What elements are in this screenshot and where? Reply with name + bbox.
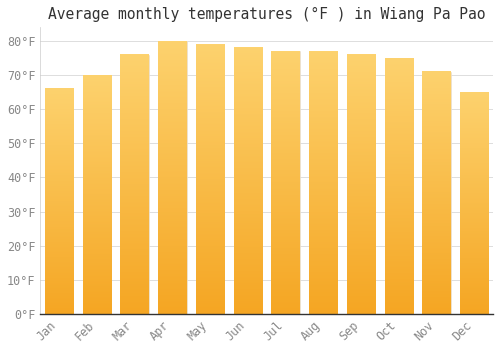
Bar (120, 55, 149, 314)
Bar (384, 58, 413, 314)
Bar (460, 92, 488, 314)
Bar (83, 75, 111, 314)
Bar (347, 55, 375, 314)
Bar (45, 89, 74, 314)
Bar (309, 51, 338, 314)
Bar (196, 44, 224, 314)
Bar (422, 72, 450, 314)
Bar (234, 48, 262, 314)
Bar (272, 51, 299, 314)
Bar (158, 41, 186, 314)
Title: Average monthly temperatures (°F ) in Wiang Pa Pao: Average monthly temperatures (°F ) in Wi… (48, 7, 486, 22)
